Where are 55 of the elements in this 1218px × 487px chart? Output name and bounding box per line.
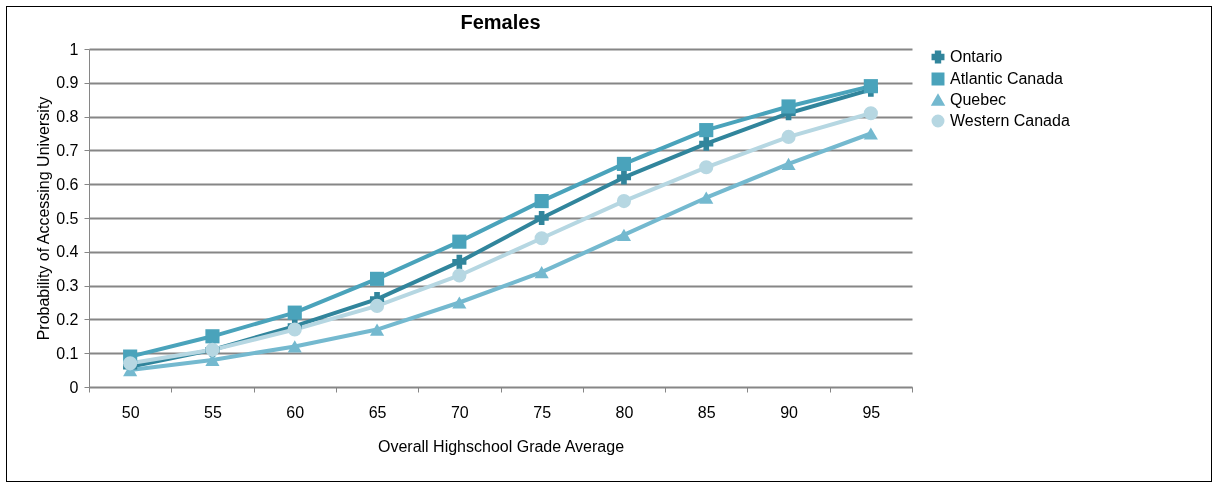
x-axis-title: Overall Highschool Grade Average [377, 437, 625, 455]
point [369, 271, 385, 286]
x-tick-label: 95 [862, 403, 881, 421]
x-tick-label: 55 [204, 403, 222, 421]
x-tick-label: 60 [286, 403, 305, 421]
point [205, 329, 220, 344]
point [699, 123, 714, 138]
x-tick-label: 70 [450, 403, 469, 421]
x-tick-label: 65 [368, 403, 387, 421]
y-tick-label: 0 [69, 378, 79, 396]
y-tick-label: 0.3 [56, 277, 79, 295]
point [781, 157, 796, 171]
point [534, 265, 549, 279]
point [616, 156, 632, 171]
point [287, 305, 302, 320]
x-tick-label: 85 [697, 403, 716, 421]
legend-label: Quebec [950, 91, 1007, 108]
point [369, 323, 385, 336]
x-tick-label: 80 [615, 403, 634, 421]
y-tick-label: 0.8 [56, 108, 79, 126]
point [781, 129, 796, 144]
point [452, 254, 467, 270]
legend-label: Ontario [950, 48, 1003, 65]
point [616, 228, 632, 242]
y-tick-label: 1 [69, 40, 79, 58]
point [452, 268, 467, 283]
x-tick-label: 50 [121, 403, 140, 421]
point [699, 191, 714, 204]
point [616, 170, 632, 185]
point [699, 160, 714, 175]
y-tick-label: 0.5 [56, 209, 79, 227]
point [369, 298, 385, 313]
point [452, 296, 467, 309]
y-tick-label: 0.9 [56, 74, 79, 92]
y-tick-label: 0.4 [56, 243, 79, 261]
legend-label: Western Canada [950, 112, 1070, 129]
y-tick-label: 0.7 [56, 141, 79, 159]
point [287, 340, 302, 353]
y-axis-title: Probability of Accessing University [35, 96, 53, 341]
x-tick-label: 90 [780, 403, 799, 421]
point [616, 194, 632, 209]
y-tick-label: 0.6 [56, 175, 79, 193]
x-tick-label: 75 [533, 403, 552, 421]
chart-title: Females [460, 11, 541, 33]
y-tick-label: 0.2 [56, 310, 79, 328]
point [534, 231, 549, 246]
point [452, 234, 467, 249]
legend-label: Atlantic Canada [950, 70, 1064, 87]
point [699, 136, 714, 151]
point [863, 127, 878, 140]
point [781, 99, 796, 114]
y-tick-label: 0.1 [56, 344, 79, 362]
point [534, 210, 549, 226]
point [863, 106, 878, 121]
point [534, 194, 549, 209]
